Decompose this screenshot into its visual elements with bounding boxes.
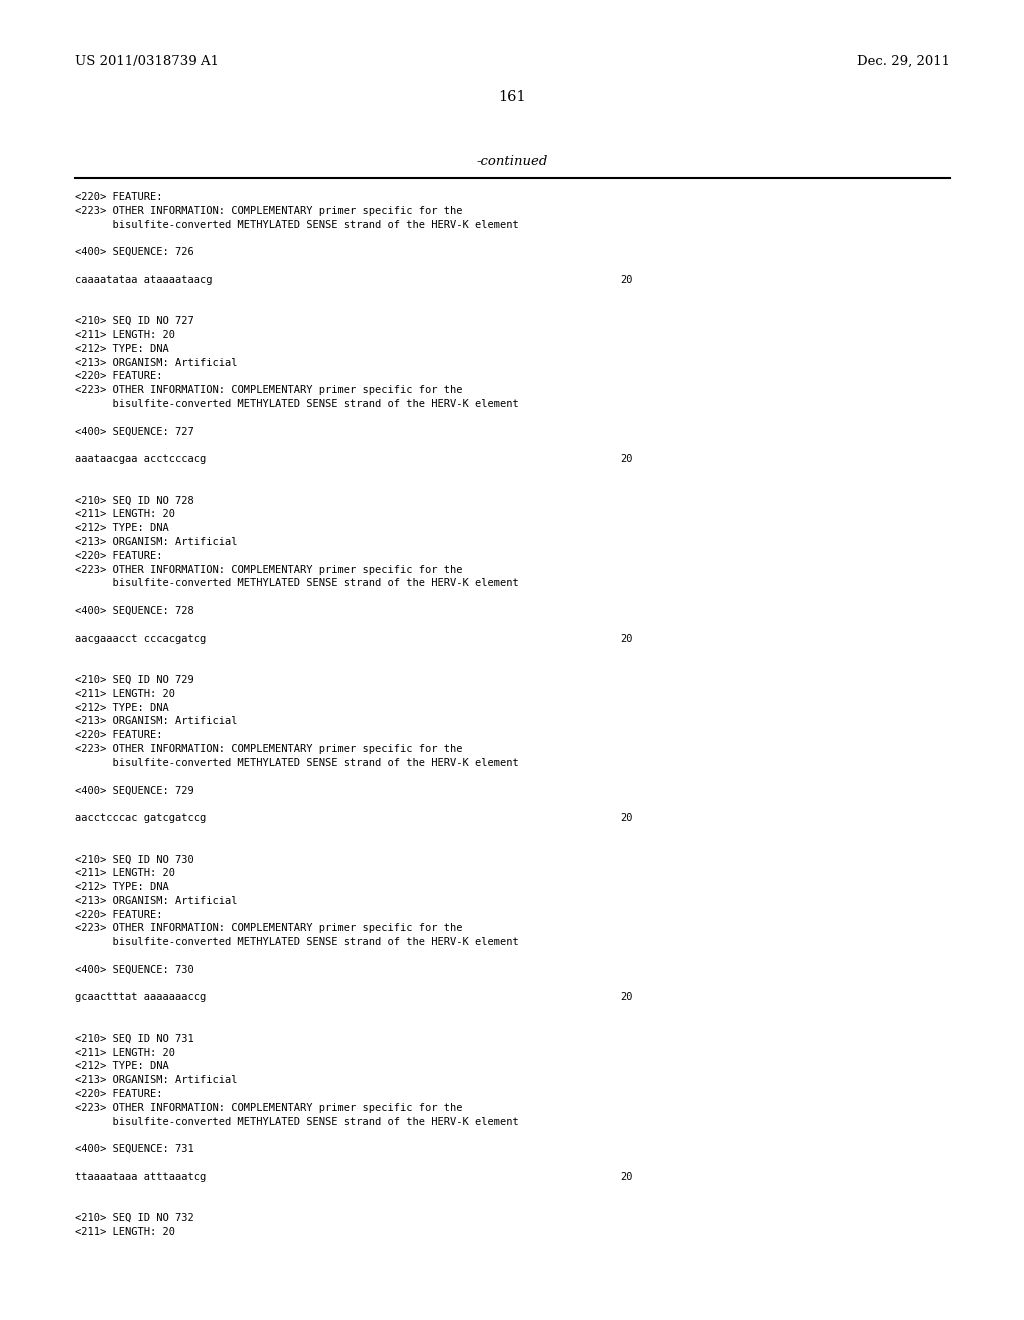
- Text: <220> FEATURE:: <220> FEATURE:: [75, 1089, 163, 1100]
- Text: gcaactttat aaaaaaaccg: gcaactttat aaaaaaaccg: [75, 993, 206, 1002]
- Text: <400> SEQUENCE: 727: <400> SEQUENCE: 727: [75, 426, 194, 437]
- Text: <210> SEQ ID NO 731: <210> SEQ ID NO 731: [75, 1034, 194, 1044]
- Text: <220> FEATURE:: <220> FEATURE:: [75, 730, 163, 741]
- Text: bisulfite-converted METHYLATED SENSE strand of the HERV-K element: bisulfite-converted METHYLATED SENSE str…: [75, 758, 519, 768]
- Text: aacctcccac gatcgatccg: aacctcccac gatcgatccg: [75, 813, 206, 822]
- Text: <400> SEQUENCE: 731: <400> SEQUENCE: 731: [75, 1144, 194, 1154]
- Text: <210> SEQ ID NO 727: <210> SEQ ID NO 727: [75, 317, 194, 326]
- Text: <212> TYPE: DNA: <212> TYPE: DNA: [75, 1061, 169, 1072]
- Text: 20: 20: [620, 813, 633, 822]
- Text: <211> LENGTH: 20: <211> LENGTH: 20: [75, 1048, 175, 1057]
- Text: <220> FEATURE:: <220> FEATURE:: [75, 550, 163, 561]
- Text: <213> ORGANISM: Artificial: <213> ORGANISM: Artificial: [75, 537, 238, 546]
- Text: <400> SEQUENCE: 728: <400> SEQUENCE: 728: [75, 606, 194, 616]
- Text: <210> SEQ ID NO 732: <210> SEQ ID NO 732: [75, 1213, 194, 1224]
- Text: <223> OTHER INFORMATION: COMPLEMENTARY primer specific for the: <223> OTHER INFORMATION: COMPLEMENTARY p…: [75, 385, 463, 395]
- Text: US 2011/0318739 A1: US 2011/0318739 A1: [75, 55, 219, 69]
- Text: caaaatataa ataaaataacg: caaaatataa ataaaataacg: [75, 275, 213, 285]
- Text: <400> SEQUENCE: 726: <400> SEQUENCE: 726: [75, 247, 194, 257]
- Text: -continued: -continued: [476, 154, 548, 168]
- Text: Dec. 29, 2011: Dec. 29, 2011: [857, 55, 950, 69]
- Text: <213> ORGANISM: Artificial: <213> ORGANISM: Artificial: [75, 1076, 238, 1085]
- Text: bisulfite-converted METHYLATED SENSE strand of the HERV-K element: bisulfite-converted METHYLATED SENSE str…: [75, 1117, 519, 1126]
- Text: <223> OTHER INFORMATION: COMPLEMENTARY primer specific for the: <223> OTHER INFORMATION: COMPLEMENTARY p…: [75, 1102, 463, 1113]
- Text: <213> ORGANISM: Artificial: <213> ORGANISM: Artificial: [75, 358, 238, 367]
- Text: <220> FEATURE:: <220> FEATURE:: [75, 371, 163, 381]
- Text: <220> FEATURE:: <220> FEATURE:: [75, 191, 163, 202]
- Text: ttaaaataaa atttaaatcg: ttaaaataaa atttaaatcg: [75, 1172, 206, 1181]
- Text: <223> OTHER INFORMATION: COMPLEMENTARY primer specific for the: <223> OTHER INFORMATION: COMPLEMENTARY p…: [75, 206, 463, 215]
- Text: <212> TYPE: DNA: <212> TYPE: DNA: [75, 702, 169, 713]
- Text: <213> ORGANISM: Artificial: <213> ORGANISM: Artificial: [75, 896, 238, 906]
- Text: 20: 20: [620, 993, 633, 1002]
- Text: <210> SEQ ID NO 729: <210> SEQ ID NO 729: [75, 675, 194, 685]
- Text: aacgaaacct cccacgatcg: aacgaaacct cccacgatcg: [75, 634, 206, 644]
- Text: <212> TYPE: DNA: <212> TYPE: DNA: [75, 882, 169, 892]
- Text: 20: 20: [620, 275, 633, 285]
- Text: <211> LENGTH: 20: <211> LENGTH: 20: [75, 330, 175, 341]
- Text: 20: 20: [620, 454, 633, 465]
- Text: <400> SEQUENCE: 730: <400> SEQUENCE: 730: [75, 965, 194, 974]
- Text: <223> OTHER INFORMATION: COMPLEMENTARY primer specific for the: <223> OTHER INFORMATION: COMPLEMENTARY p…: [75, 924, 463, 933]
- Text: bisulfite-converted METHYLATED SENSE strand of the HERV-K element: bisulfite-converted METHYLATED SENSE str…: [75, 937, 519, 948]
- Text: <220> FEATURE:: <220> FEATURE:: [75, 909, 163, 920]
- Text: <212> TYPE: DNA: <212> TYPE: DNA: [75, 343, 169, 354]
- Text: <211> LENGTH: 20: <211> LENGTH: 20: [75, 869, 175, 878]
- Text: <400> SEQUENCE: 729: <400> SEQUENCE: 729: [75, 785, 194, 796]
- Text: <213> ORGANISM: Artificial: <213> ORGANISM: Artificial: [75, 717, 238, 726]
- Text: <210> SEQ ID NO 728: <210> SEQ ID NO 728: [75, 495, 194, 506]
- Text: <210> SEQ ID NO 730: <210> SEQ ID NO 730: [75, 854, 194, 865]
- Text: 20: 20: [620, 1172, 633, 1181]
- Text: 161: 161: [499, 90, 525, 104]
- Text: bisulfite-converted METHYLATED SENSE strand of the HERV-K element: bisulfite-converted METHYLATED SENSE str…: [75, 578, 519, 589]
- Text: 20: 20: [620, 634, 633, 644]
- Text: aaataacgaa acctcccacg: aaataacgaa acctcccacg: [75, 454, 206, 465]
- Text: <223> OTHER INFORMATION: COMPLEMENTARY primer specific for the: <223> OTHER INFORMATION: COMPLEMENTARY p…: [75, 744, 463, 754]
- Text: <212> TYPE: DNA: <212> TYPE: DNA: [75, 523, 169, 533]
- Text: bisulfite-converted METHYLATED SENSE strand of the HERV-K element: bisulfite-converted METHYLATED SENSE str…: [75, 399, 519, 409]
- Text: <211> LENGTH: 20: <211> LENGTH: 20: [75, 510, 175, 519]
- Text: bisulfite-converted METHYLATED SENSE strand of the HERV-K element: bisulfite-converted METHYLATED SENSE str…: [75, 219, 519, 230]
- Text: <223> OTHER INFORMATION: COMPLEMENTARY primer specific for the: <223> OTHER INFORMATION: COMPLEMENTARY p…: [75, 565, 463, 574]
- Text: <211> LENGTH: 20: <211> LENGTH: 20: [75, 689, 175, 698]
- Text: <211> LENGTH: 20: <211> LENGTH: 20: [75, 1228, 175, 1237]
